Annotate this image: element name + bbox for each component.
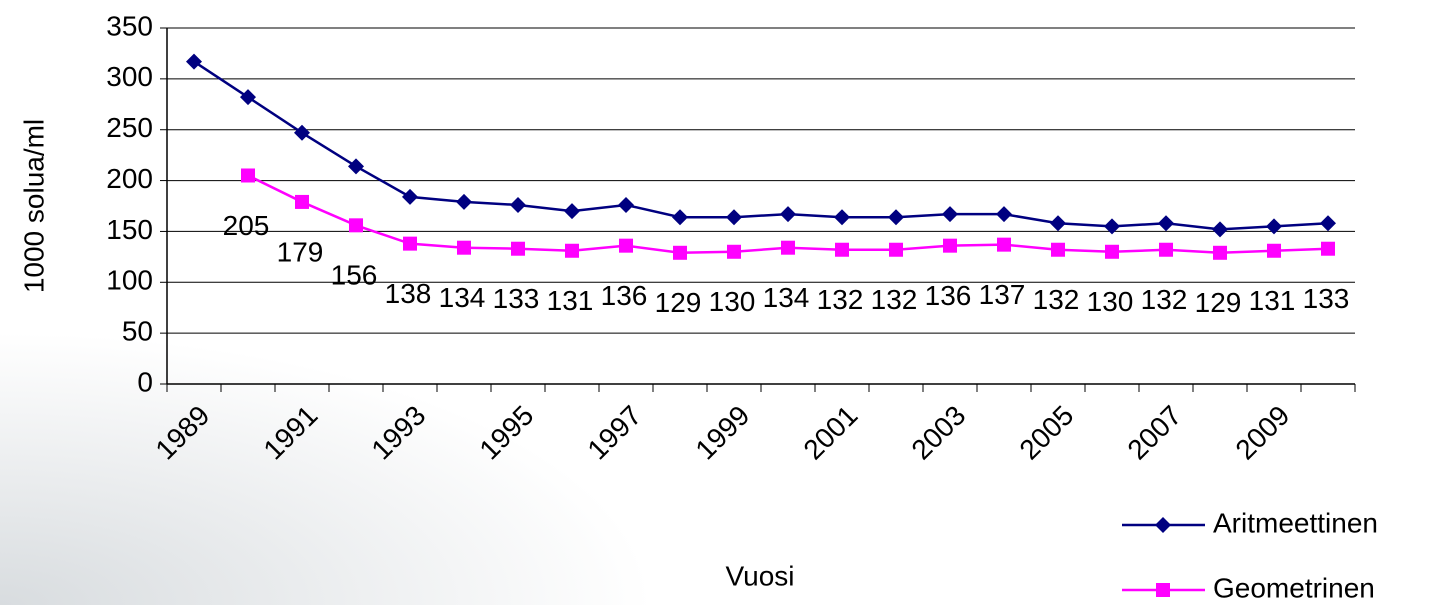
y-tick-label: 150 bbox=[106, 214, 153, 245]
data-point bbox=[618, 196, 634, 213]
data-point bbox=[1158, 215, 1174, 232]
data-point bbox=[726, 209, 742, 226]
data-point bbox=[1267, 243, 1281, 258]
data-label: 132 bbox=[871, 284, 918, 315]
data-point bbox=[510, 196, 526, 213]
data-point bbox=[294, 124, 310, 141]
data-point bbox=[619, 238, 633, 253]
data-label: 205 bbox=[223, 210, 270, 241]
y-tick-label: 200 bbox=[106, 163, 153, 194]
data-point bbox=[1105, 244, 1119, 259]
data-point bbox=[403, 236, 417, 251]
data-label: 131 bbox=[547, 285, 594, 316]
data-point bbox=[780, 206, 796, 223]
y-tick-label: 250 bbox=[106, 112, 153, 143]
legend-marker bbox=[1155, 517, 1171, 533]
data-point bbox=[349, 218, 363, 233]
data-point bbox=[511, 241, 525, 256]
data-point bbox=[348, 158, 364, 175]
data-point bbox=[1321, 241, 1335, 256]
y-tick-label: 350 bbox=[106, 10, 153, 41]
data-label: 129 bbox=[1195, 287, 1242, 318]
data-point bbox=[1266, 218, 1282, 235]
data-point bbox=[835, 242, 849, 257]
data-point bbox=[295, 194, 309, 209]
data-point bbox=[1159, 242, 1173, 257]
data-point bbox=[186, 53, 202, 70]
data-label: 138 bbox=[385, 278, 432, 309]
data-point bbox=[997, 237, 1011, 252]
data-point bbox=[834, 209, 850, 226]
data-point bbox=[564, 203, 580, 220]
data-label: 133 bbox=[1303, 283, 1350, 314]
legend-label: Geometrinen bbox=[1213, 572, 1375, 603]
data-point bbox=[996, 206, 1012, 223]
data-label: 179 bbox=[277, 236, 324, 267]
data-point bbox=[1212, 221, 1228, 238]
data-point bbox=[1051, 242, 1065, 257]
data-point bbox=[402, 188, 418, 205]
data-point bbox=[672, 209, 688, 226]
data-label: 130 bbox=[1087, 286, 1134, 317]
data-label: 136 bbox=[925, 280, 972, 311]
data-label: 130 bbox=[709, 286, 756, 317]
data-label: 131 bbox=[1249, 285, 1296, 316]
data-label: 134 bbox=[763, 282, 810, 313]
data-point bbox=[1320, 215, 1336, 232]
data-point bbox=[943, 238, 957, 253]
data-label: 133 bbox=[493, 283, 540, 314]
data-label: 137 bbox=[979, 279, 1026, 310]
y-tick-label: 300 bbox=[106, 61, 153, 92]
y-tick-label: 50 bbox=[122, 316, 153, 347]
data-point bbox=[457, 240, 471, 255]
y-tick-label: 100 bbox=[106, 265, 153, 296]
data-label: 134 bbox=[439, 282, 486, 313]
data-point bbox=[727, 244, 741, 259]
series-line bbox=[193, 60, 1329, 231]
data-point bbox=[889, 242, 903, 257]
data-label: 129 bbox=[655, 287, 702, 318]
data-point bbox=[1104, 218, 1120, 235]
data-label: 132 bbox=[1033, 284, 1080, 315]
y-tick-label: 0 bbox=[137, 366, 153, 397]
legend-label: Aritmeettinen bbox=[1213, 507, 1378, 538]
legend-marker bbox=[1156, 583, 1170, 597]
data-point bbox=[888, 209, 904, 226]
data-point bbox=[781, 240, 795, 255]
data-point bbox=[1213, 245, 1227, 260]
data-label: 132 bbox=[1141, 284, 1188, 315]
data-point bbox=[240, 89, 256, 106]
data-point bbox=[241, 168, 255, 183]
data-label: 132 bbox=[817, 284, 864, 315]
data-point bbox=[673, 245, 687, 260]
data-point bbox=[1050, 215, 1066, 232]
data-point bbox=[942, 206, 958, 223]
data-label: 136 bbox=[601, 280, 648, 311]
data-label: 156 bbox=[331, 260, 378, 291]
y-axis-title: 1000 solua/ml bbox=[18, 119, 49, 293]
data-point bbox=[456, 193, 472, 210]
x-axis-title: Vuosi bbox=[725, 560, 794, 591]
data-point bbox=[565, 243, 579, 258]
